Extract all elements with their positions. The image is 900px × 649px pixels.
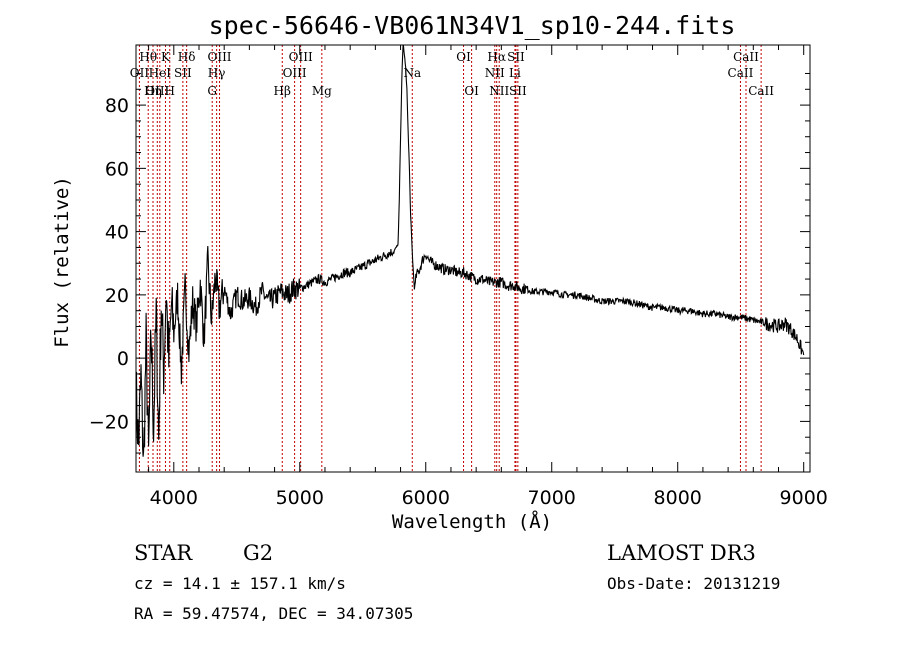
line-label-11: G bbox=[207, 84, 217, 98]
y-tick-label-2: 20 bbox=[105, 285, 129, 307]
line-label-6: H bbox=[165, 84, 175, 98]
line-label-16: Na bbox=[403, 66, 421, 80]
line-label-19: Hα bbox=[487, 50, 506, 64]
x-tick-label-1: 5000 bbox=[276, 487, 324, 509]
line-label-14: Hβ bbox=[274, 84, 291, 98]
line-label-25: CaII bbox=[733, 50, 759, 64]
line-label-2: OIII bbox=[145, 84, 169, 98]
emission-line-markers bbox=[138, 45, 762, 472]
axis-ticks bbox=[136, 45, 810, 472]
spectral-subclass: G2 bbox=[243, 541, 273, 565]
coordinates: RA = 59.47574, DEC = 34.07305 bbox=[134, 604, 413, 623]
spectrum-series-line bbox=[135, 44, 805, 457]
line-label-5: Hη bbox=[144, 84, 162, 98]
redshift-velocity: cz = 14.1 ± 157.1 km/s bbox=[134, 574, 346, 593]
line-label-0: Hθ bbox=[139, 50, 157, 64]
line-label-7: SII bbox=[174, 66, 192, 80]
y-tick-labels: −20 0 20 40 60 80 bbox=[89, 95, 129, 433]
y-axis-label: Flux (relative) bbox=[51, 176, 73, 348]
x-tick-label-4: 8000 bbox=[654, 487, 702, 509]
line-label-9: OIII bbox=[207, 50, 231, 64]
x-tick-label-3: 7000 bbox=[528, 487, 576, 509]
object-class: STAR bbox=[134, 541, 193, 565]
line-label-4: HeI bbox=[149, 66, 172, 80]
line-label-26: CaII bbox=[728, 66, 754, 80]
x-tick-label-0: 4000 bbox=[150, 487, 198, 509]
line-label-3: K bbox=[161, 50, 171, 64]
line-label-17: OI bbox=[456, 50, 471, 64]
line-label-20: NII bbox=[485, 66, 505, 80]
line-label-22: SII bbox=[507, 50, 525, 64]
y-tick-label-1: 0 bbox=[117, 348, 129, 370]
y-tick-label-3: 40 bbox=[105, 222, 129, 244]
x-tick-label-5: 9000 bbox=[780, 487, 828, 509]
line-label-12: OIII bbox=[289, 50, 313, 64]
line-label-13: OIII bbox=[283, 66, 307, 80]
line-label-15: Mg bbox=[312, 84, 332, 98]
survey-name: LAMOST DR3 bbox=[607, 541, 756, 565]
x-axis-label: Wavelength (Å) bbox=[392, 510, 552, 533]
line-label-18: OI bbox=[464, 84, 479, 98]
line-label-23: Li bbox=[509, 66, 521, 80]
plot-frame bbox=[135, 44, 811, 473]
line-label-27: CaII bbox=[748, 84, 774, 98]
x-tick-label-2: 6000 bbox=[402, 487, 450, 509]
chart-title: spec-56646-VB061N34V1_sp10-244.fits bbox=[209, 11, 736, 40]
line-label-10: Hγ bbox=[208, 66, 226, 80]
observation-date: Obs-Date: 20131219 bbox=[607, 574, 780, 593]
line-label-24: SII bbox=[509, 84, 527, 98]
x-tick-labels: 4000 5000 6000 7000 8000 9000 bbox=[150, 487, 828, 509]
line-label-21: NII bbox=[489, 84, 509, 98]
y-tick-label-5: 80 bbox=[105, 95, 129, 117]
y-tick-label-0: −20 bbox=[89, 411, 129, 433]
y-tick-label-4: 60 bbox=[105, 158, 129, 180]
line-label-8: Hδ bbox=[178, 50, 196, 64]
